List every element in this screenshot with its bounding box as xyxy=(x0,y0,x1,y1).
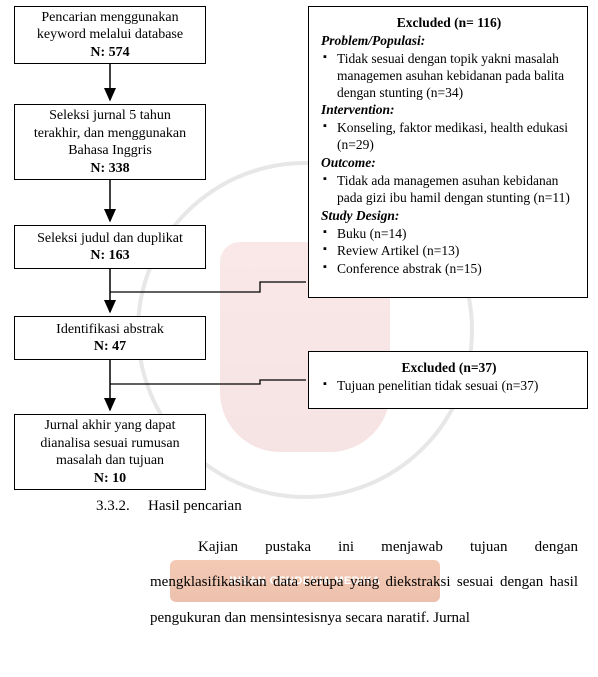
section-number: 3.3.2. xyxy=(96,498,130,515)
flow-box-2-line2: terakhir, dan menggunakan xyxy=(34,125,186,143)
flow-box-5-line2: dianalisa sesuai rumusan xyxy=(40,435,179,453)
section-paragraph: Kajian pustaka ini menjawab tujuan denga… xyxy=(150,530,578,636)
excluded-2-title: Excluded (n=37) xyxy=(321,360,577,377)
flow-box-1-line2: keyword melalui database xyxy=(37,26,183,44)
excluded-2-item: Tujuan penelitian tidak sesuai (n=37) xyxy=(321,378,577,395)
flow-box-1-n: N: 574 xyxy=(90,44,129,62)
flow-box-5-n: N: 10 xyxy=(94,470,126,488)
excluded-1-design-item-3: Conference abstrak (n=15) xyxy=(321,261,577,278)
flow-box-2: Seleksi jurnal 5 tahun terakhir, dan men… xyxy=(14,104,206,180)
excluded-1-intervention-item: Konseling, faktor medikasi, health eduka… xyxy=(321,120,577,154)
flow-box-5-line1: Jurnal akhir yang dapat xyxy=(44,417,175,435)
section-title: Hasil pencarian xyxy=(148,498,242,515)
excluded-1-outcome-heading: Outcome: xyxy=(321,155,577,172)
flow-box-5: Jurnal akhir yang dapat dianalisa sesuai… xyxy=(14,414,206,490)
flow-box-2-line1: Seleksi jurnal 5 tahun xyxy=(49,107,171,125)
excluded-1-problem-item: Tidak sesuai dengan topik yakni masalah … xyxy=(321,51,577,102)
flow-box-2-line3: Bahasa Inggris xyxy=(68,142,152,160)
flow-box-4: Identifikasi abstrak N: 47 xyxy=(14,316,206,360)
flow-box-3-n: N: 163 xyxy=(90,247,129,265)
excluded-1-problem-heading: Problem/Populasi: xyxy=(321,33,577,50)
flow-box-4-line1: Identifikasi abstrak xyxy=(56,321,164,339)
flow-box-1: Pencarian menggunakan keyword melalui da… xyxy=(14,6,206,64)
flow-box-1-line1: Pencarian menggunakan xyxy=(41,9,178,27)
excluded-box-1: Excluded (n= 116) Problem/Populasi: Tida… xyxy=(308,6,588,298)
excluded-1-design-item-2: Review Artikel (n=13) xyxy=(321,243,577,260)
excluded-1-title: Excluded (n= 116) xyxy=(321,15,577,32)
excluded-1-design-heading: Study Design: xyxy=(321,208,577,225)
section-paragraph-text: Kajian pustaka ini menjawab tujuan denga… xyxy=(150,539,578,626)
excluded-1-design-item-1: Buku (n=14) xyxy=(321,226,577,243)
flow-box-2-n: N: 338 xyxy=(90,160,129,178)
excluded-box-2: Excluded (n=37) Tujuan penelitian tidak … xyxy=(308,351,588,409)
flow-box-3: Seleksi judul dan duplikat N: 163 xyxy=(14,225,206,269)
flow-box-4-n: N: 47 xyxy=(94,338,126,356)
flow-box-3-line1: Seleksi judul dan duplikat xyxy=(37,230,183,248)
excluded-1-outcome-item: Tidak ada managemen asuhan kebidanan pad… xyxy=(321,173,577,207)
flow-box-5-line3: masalah dan tujuan xyxy=(56,452,164,470)
excluded-1-intervention-heading: Intervention: xyxy=(321,102,577,119)
